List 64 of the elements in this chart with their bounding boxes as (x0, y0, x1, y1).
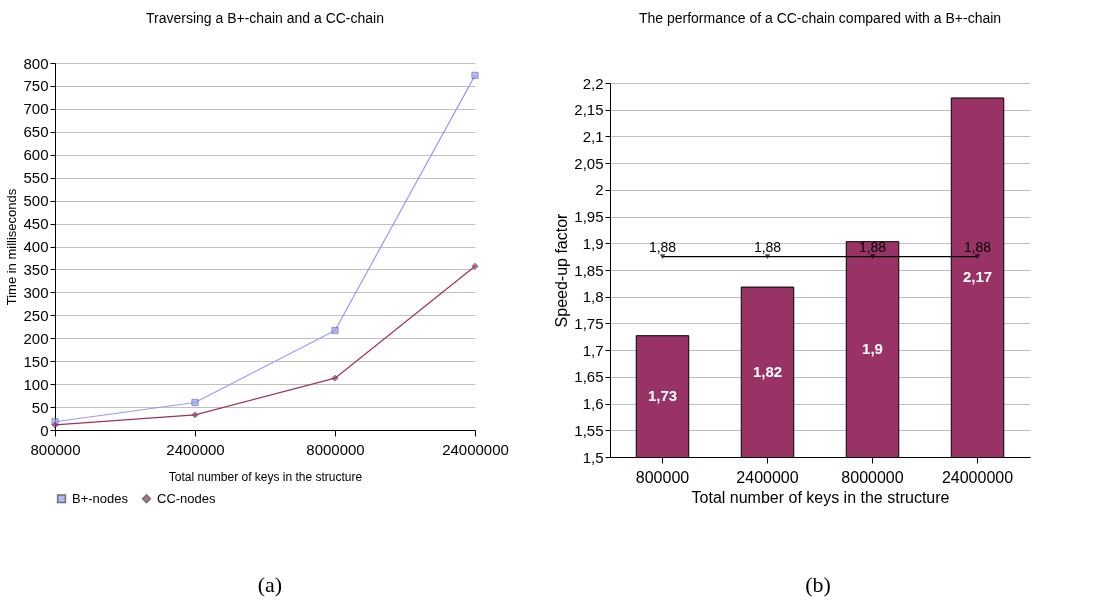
y-tick-label: 200 (23, 329, 49, 347)
y-tick-label: 100 (23, 375, 49, 393)
y-tick-label: 800 (23, 54, 49, 72)
point (471, 71, 479, 79)
y-tick-label: 150 (23, 352, 49, 370)
x-tick-label: 2400000 (736, 468, 799, 486)
y-tick-label: 450 (23, 215, 49, 233)
y-tick-label: 700 (23, 100, 49, 118)
data-label: 1,88 (858, 238, 887, 255)
y-tick-label: 1,85 (574, 261, 604, 279)
y-tick-label: 50 (31, 398, 49, 416)
data-label: 1,82 (752, 363, 783, 381)
y-axis-title: Speed-up factor (553, 212, 571, 328)
point (191, 411, 199, 419)
y-tick-label: 250 (23, 306, 49, 324)
text: (a) (256, 572, 284, 598)
data-label: 2,17 (962, 268, 993, 286)
y-tick-label: 650 (23, 123, 49, 141)
y-tick-label: 1,75 (574, 314, 604, 332)
y-tick-label: 300 (23, 283, 49, 301)
data-label: 1,9 (862, 340, 883, 358)
data-label: 1,88 (648, 238, 677, 255)
y-tick-label: 1,7 (582, 341, 604, 359)
y-tick-label: 2,05 (574, 154, 604, 172)
y-tick-label: 1,65 (574, 368, 604, 386)
x-axis-title: Total number of keys in the structure (691, 488, 950, 506)
y-tick-label: 500 (23, 192, 49, 210)
y-tick-label: 2,15 (574, 101, 604, 119)
y-tick-label: 1,95 (574, 208, 604, 226)
y-tick-label: 550 (23, 169, 49, 187)
x-tick-label: 24000000 (442, 440, 509, 458)
point (331, 374, 339, 382)
data-label: 1,73 (647, 387, 678, 405)
y-tick-label: 1,6 (582, 395, 604, 413)
x-tick-label: 8000000 (306, 440, 365, 458)
y-tick-label: 2 (595, 181, 604, 199)
y-tick-label: 2,2 (582, 74, 604, 92)
x-tick-label: 800000 (635, 468, 690, 486)
text: (b) (804, 572, 832, 598)
point (471, 262, 479, 270)
y-tick-label: 600 (23, 146, 49, 164)
x-tick-label: 8000000 (841, 468, 904, 486)
y-tick-label: 350 (23, 260, 49, 278)
x-tick-label: 800000 (30, 440, 81, 458)
y-tick-label: 1,9 (582, 234, 604, 252)
y-tick-label: 1,8 (582, 288, 604, 306)
y-axis-title: Time in milliseconds (4, 188, 20, 306)
chart-title: The performance of a CC-chain compared with a B+-chain (638, 10, 1002, 26)
data-label: 1,88 (963, 238, 992, 255)
y-tick-label: 750 (23, 77, 49, 95)
chart-title: Traversing a B+-chain and a CC-chain (146, 10, 384, 26)
y-tick-label: 1,55 (574, 421, 604, 439)
y-tick-label: 0 (40, 421, 49, 439)
legend-label: B+-nodes (72, 490, 129, 506)
x-tick-label: 2400000 (166, 440, 225, 458)
y-tick-label: 400 (23, 238, 49, 255)
point (191, 399, 199, 406)
y-tick-label: 1,5 (582, 448, 604, 466)
data-label: 1,88 (753, 238, 782, 255)
x-tick-label: 24000000 (941, 468, 1014, 486)
point (331, 326, 339, 334)
y-tick-label: 2,1 (582, 127, 604, 145)
legend-label: CC-nodes (157, 490, 217, 506)
x-axis-title: Total number of keys in the structure (168, 469, 363, 484)
